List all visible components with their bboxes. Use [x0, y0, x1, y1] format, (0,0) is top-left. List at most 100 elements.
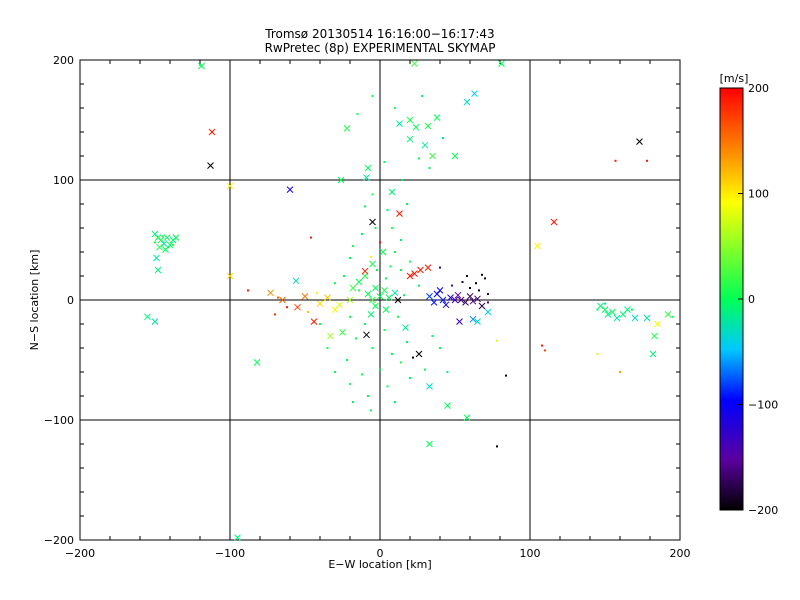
data-point-dot	[385, 277, 387, 280]
data-point-dot	[391, 353, 393, 355]
data-point-dot	[386, 385, 389, 388]
data-point-dot	[631, 308, 633, 311]
data-point-dot	[466, 275, 468, 277]
data-point-cross	[613, 314, 621, 322]
data-point-dot	[596, 308, 599, 311]
data-point-cross	[421, 141, 429, 149]
axis-ticks	[79, 59, 681, 541]
data-point-cross	[279, 296, 286, 304]
data-point-cross	[447, 294, 454, 301]
data-point-cross	[484, 308, 492, 316]
data-point-cross	[550, 218, 558, 226]
data-point-dot	[400, 269, 402, 271]
data-point-cross	[364, 290, 372, 298]
data-point-cross	[336, 301, 343, 309]
data-point-dot	[421, 95, 423, 97]
data-point-cross	[498, 60, 505, 67]
plot-area	[79, 59, 681, 541]
data-point-dot	[451, 284, 453, 287]
data-point-dot	[383, 161, 386, 163]
data-point-cross	[429, 152, 436, 160]
data-point-cross	[412, 123, 420, 131]
data-point-dot	[355, 337, 357, 340]
data-point-dot	[505, 374, 507, 377]
data-point-cross	[163, 234, 171, 241]
data-point-cross	[643, 314, 651, 322]
data-point-cross	[372, 284, 379, 292]
y-tick-labels: −200 −100 0 100 200	[44, 54, 74, 547]
data-point-cross	[364, 164, 372, 172]
data-point-dot	[646, 159, 648, 162]
data-point-cross	[379, 248, 387, 256]
data-point-cross	[609, 308, 616, 316]
colorbar-ticks: 200 100 0 −100 −200	[738, 82, 778, 517]
data-point-dot	[334, 371, 336, 373]
data-point-cross	[343, 125, 351, 132]
data-point-cross	[424, 264, 432, 271]
data-point-cross	[207, 162, 214, 169]
data-point-cross	[426, 383, 433, 390]
data-point-dot	[376, 269, 378, 271]
data-point-dot	[370, 409, 372, 412]
data-point-dot	[371, 347, 374, 349]
data-point-cross	[144, 313, 151, 321]
data-point-cross	[604, 311, 612, 318]
data-point-dot	[310, 236, 312, 239]
data-point-cross	[442, 301, 450, 309]
x-axis-label: E−W location [km]	[328, 558, 431, 571]
data-points	[144, 60, 674, 541]
data-point-cross	[534, 242, 541, 250]
data-point-dot	[400, 239, 402, 241]
x-tick-label: 0	[377, 547, 384, 560]
data-point-cross	[153, 254, 160, 262]
data-point-cross	[406, 116, 414, 124]
data-point-cross	[363, 331, 370, 339]
data-point-cross	[294, 303, 301, 311]
data-point-cross	[369, 260, 376, 268]
data-point-cross	[396, 210, 403, 217]
data-point-cross	[471, 90, 478, 97]
chart-title-group: Tromsø 20130514 16:16:00−16:17:43 RwPret…	[264, 27, 495, 55]
data-point-cross	[430, 299, 438, 306]
data-point-dot	[361, 373, 363, 376]
data-point-cross	[457, 296, 465, 304]
colorbar: [m/s] 200 100 0 −100 −200	[719, 72, 778, 517]
data-point-dot	[394, 251, 396, 253]
data-point-dot	[319, 323, 321, 325]
grid-lines	[80, 60, 680, 540]
data-point-cross	[451, 296, 459, 304]
data-point-cross	[226, 272, 234, 280]
data-point-dot	[247, 289, 249, 292]
data-point-dot	[541, 344, 543, 347]
data-point-dot	[307, 311, 309, 313]
data-point-cross	[363, 174, 370, 181]
data-point-dot	[484, 277, 486, 280]
data-point-cross	[478, 302, 486, 310]
data-point-dot	[418, 157, 420, 160]
data-point-cross	[651, 332, 658, 340]
y-tick-label: 0	[67, 294, 74, 307]
data-point-cross	[454, 291, 462, 299]
data-point-cross	[463, 414, 471, 421]
data-point-dot	[356, 113, 359, 115]
data-point-cross	[444, 402, 451, 409]
data-point-cross	[327, 332, 334, 340]
data-point-cross	[426, 440, 433, 448]
data-point-cross	[361, 267, 369, 275]
data-point-dot	[349, 383, 351, 385]
data-point-dot	[371, 95, 374, 97]
data-point-cross	[372, 302, 379, 310]
data-point-dot	[316, 291, 318, 294]
chart-title: Tromsø 20130514 16:16:00−16:17:43	[264, 27, 494, 41]
data-point-cross	[433, 114, 441, 121]
data-point-cross	[172, 234, 180, 241]
data-point-dot	[409, 377, 411, 379]
data-point-dot	[424, 368, 426, 371]
data-point-dot	[614, 159, 617, 162]
x-tick-label: 100	[520, 547, 541, 560]
data-point-cross	[624, 306, 631, 313]
chart-subtitle: RwPretec (8p) EXPERIMENTAL SKYMAP	[265, 41, 496, 55]
data-point-cross	[349, 284, 357, 292]
data-point-dot	[487, 293, 489, 295]
data-point-cross	[151, 318, 159, 325]
